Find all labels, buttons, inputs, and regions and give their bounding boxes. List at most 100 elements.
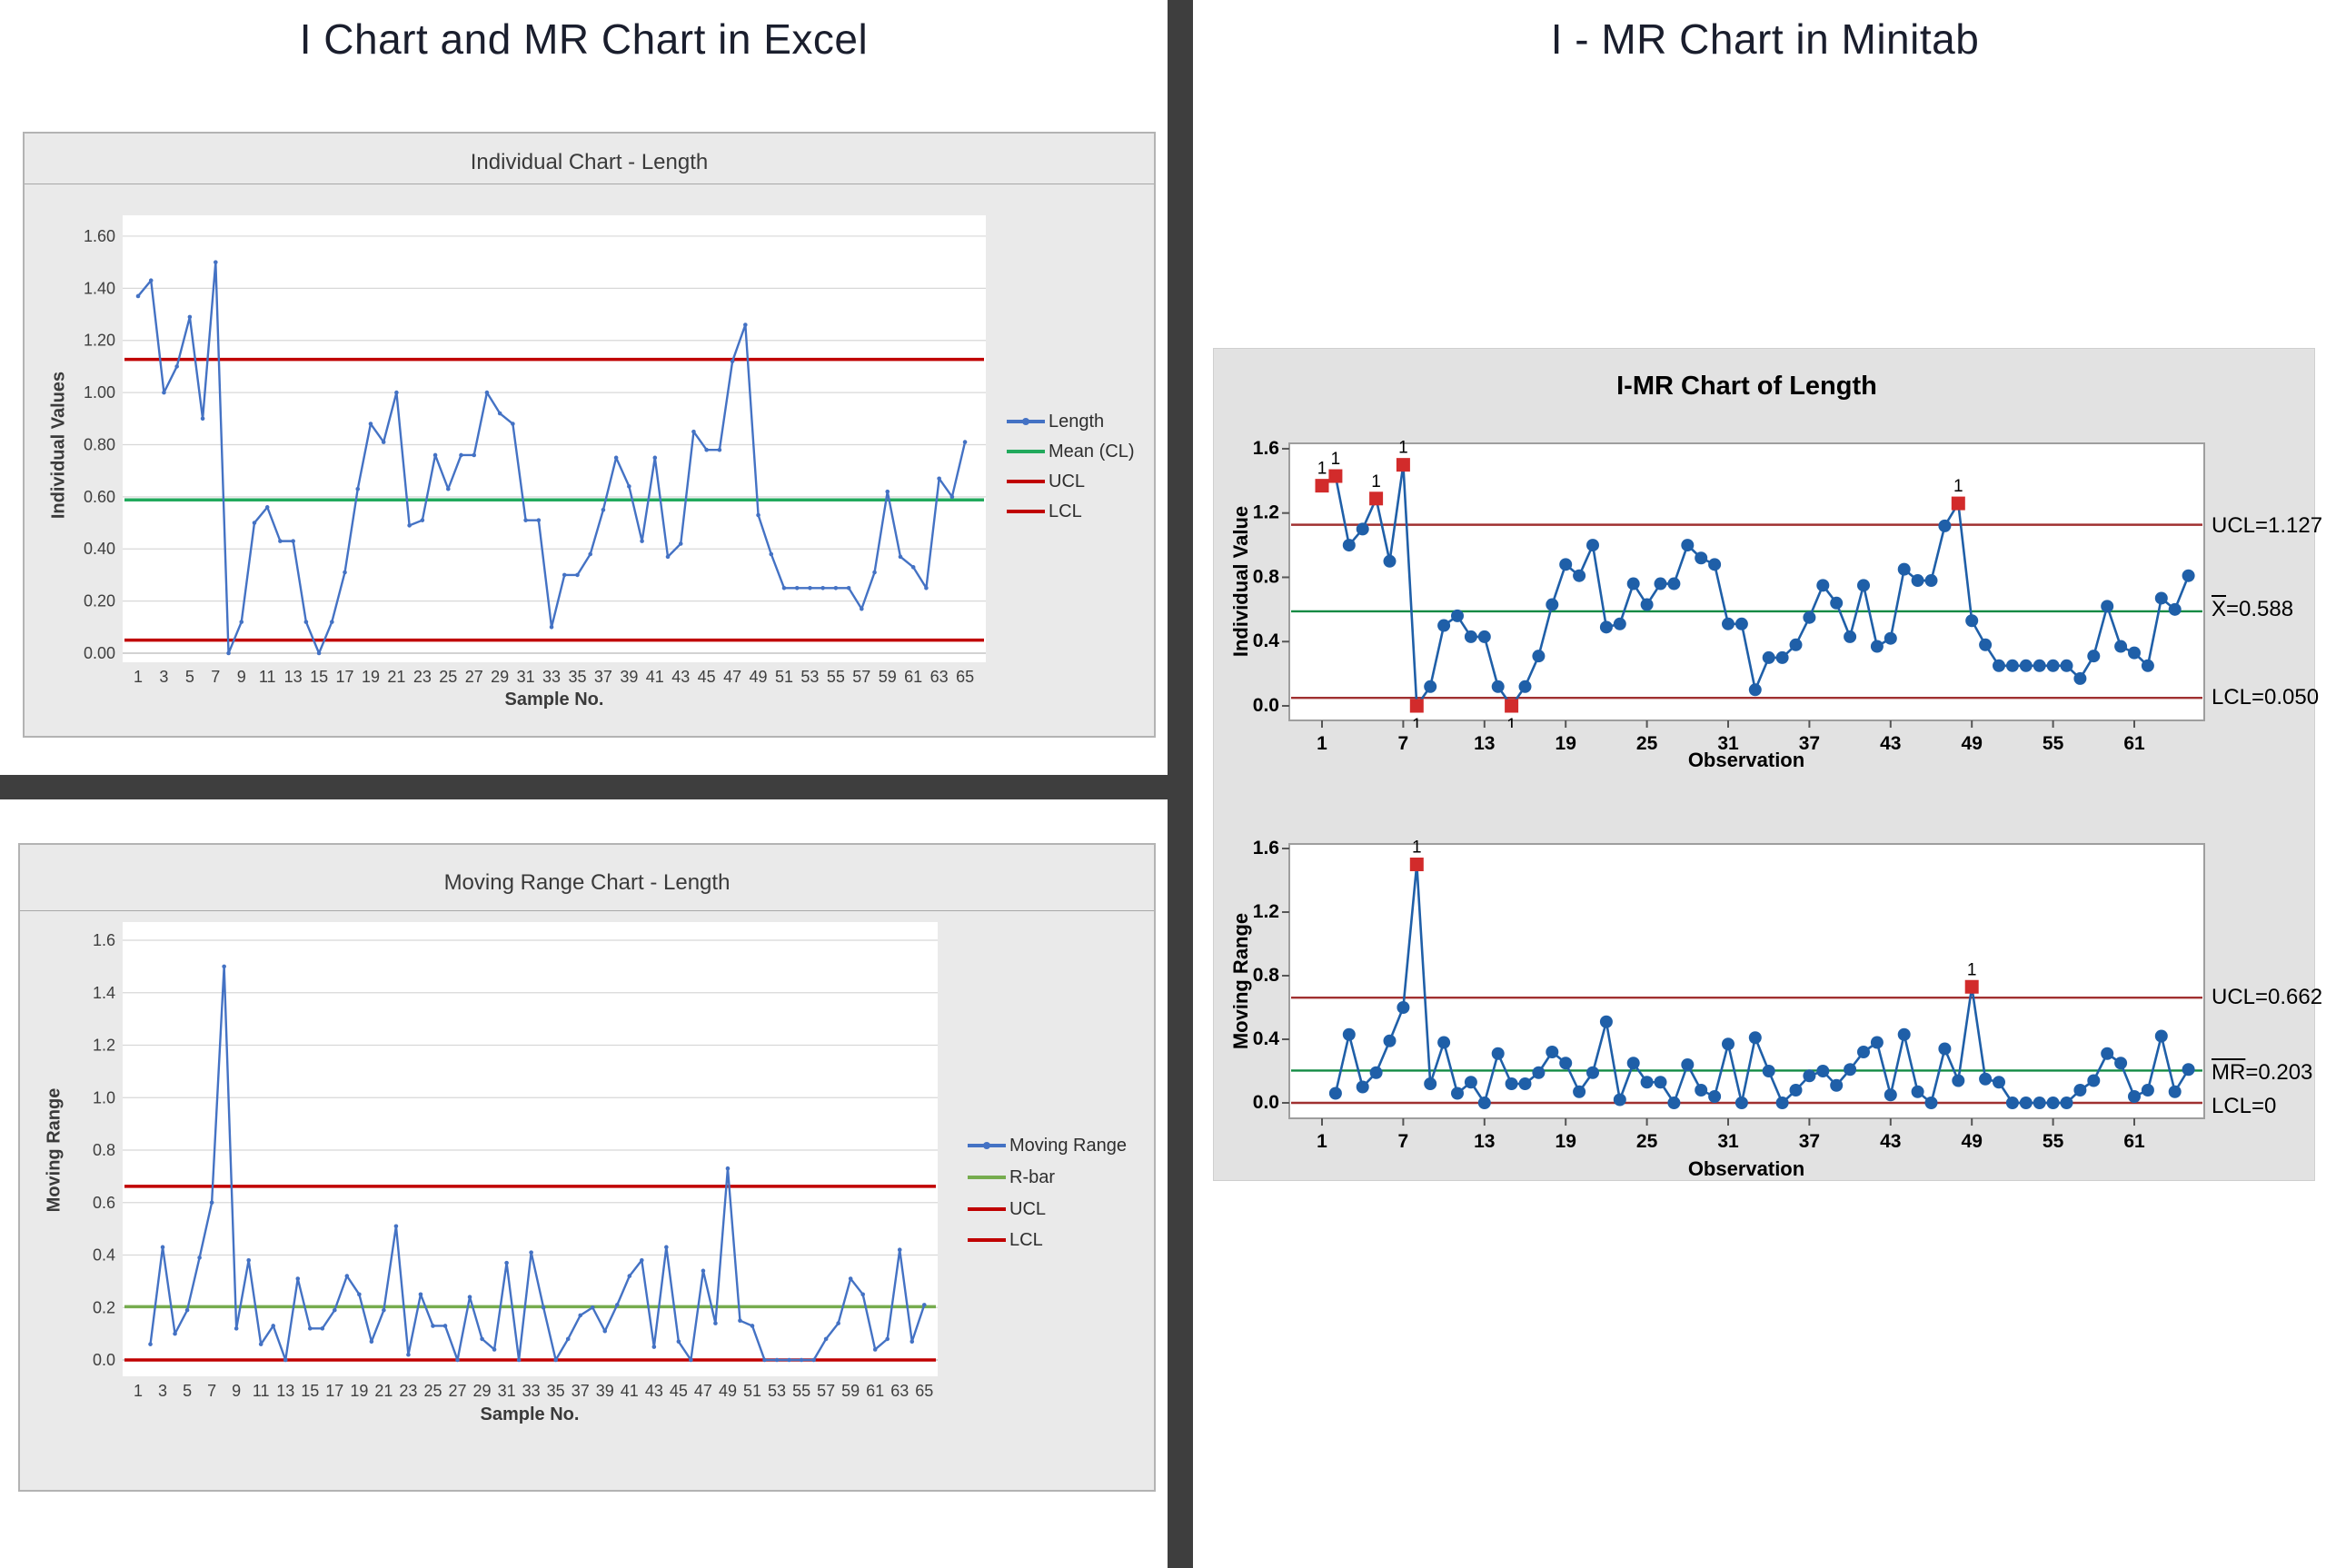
data-point-marker — [885, 489, 890, 494]
data-point-marker — [949, 494, 955, 500]
x-tick-label: 33 — [542, 668, 561, 686]
data-point-marker — [394, 390, 399, 395]
data-point-marker — [1816, 1065, 1830, 1077]
data-point-marker — [2033, 659, 2046, 672]
out-of-control-marker — [1409, 858, 1424, 871]
data-point-marker — [214, 260, 218, 264]
data-point-marker — [1762, 1065, 1775, 1077]
legend-line-swatch — [1007, 510, 1045, 513]
data-point-marker — [1573, 1085, 1586, 1098]
x-tick-label: 1 — [1317, 1131, 1327, 1152]
x-tick-label: 5 — [185, 668, 194, 686]
x-tick-label: 31 — [517, 668, 535, 686]
data-point-marker — [1599, 620, 1613, 634]
legend-marker-dot — [983, 1142, 990, 1149]
data-point-marker — [1518, 1077, 1532, 1090]
data-point-marker — [2005, 659, 2019, 672]
excel-individual-chart-plot: 1.601.401.201.000.800.600.400.200.001 3 5 7… — [84, 215, 986, 686]
data-point-marker — [1424, 680, 1437, 693]
series-line — [149, 965, 926, 1362]
x-tick-label: 25 — [423, 1382, 442, 1400]
data-point-marker — [2019, 1097, 2033, 1109]
data-point-marker — [1830, 596, 1844, 610]
x-tick-label: 7 — [211, 668, 220, 686]
x-tick-label: 27 — [465, 668, 483, 686]
data-point-marker — [209, 1200, 214, 1206]
x-tick-label: 59 — [879, 668, 897, 686]
data-point-marker — [1451, 609, 1464, 622]
data-point-marker — [665, 554, 671, 560]
y-tick-label: 0.80 — [84, 435, 115, 453]
data-point-marker — [174, 364, 179, 369]
data-point-marker — [885, 1336, 890, 1342]
flag-label: 1 — [1331, 450, 1341, 469]
data-point-marker — [1708, 558, 1722, 571]
data-point-marker — [239, 620, 244, 624]
excel-moving-range-title-separator — [20, 910, 1154, 911]
x-tick-label: 9 — [232, 1382, 241, 1400]
data-point-marker — [1708, 1090, 1722, 1103]
data-point-marker — [1356, 1080, 1369, 1094]
x-tick-label: 15 — [310, 668, 328, 686]
data-point-marker — [355, 486, 361, 491]
legend-line-swatch — [968, 1238, 1006, 1242]
data-point-marker — [516, 1357, 522, 1363]
x-tick-label: 19 — [350, 1382, 368, 1400]
data-point-marker — [1654, 577, 1667, 590]
data-point-marker — [2060, 1097, 2073, 1109]
data-point-marker — [1695, 551, 1708, 565]
data-point-marker — [1857, 1046, 1870, 1058]
data-point-marker — [1613, 1093, 1626, 1107]
x-tick-label: 53 — [800, 668, 819, 686]
x-tick-label: 39 — [620, 668, 638, 686]
out-of-control-marker — [1396, 458, 1410, 472]
legend-item-rbar: R-bar — [968, 1166, 1055, 1188]
y-tick-label: 0.0 — [93, 1351, 115, 1369]
data-point-marker — [1437, 619, 1451, 632]
minitab-individual-y-axis-title: Individual Value — [1229, 505, 1252, 658]
plot-background — [123, 922, 938, 1376]
legend-label: Moving Range — [1009, 1135, 1127, 1156]
data-point-marker — [1667, 577, 1681, 590]
data-point-marker — [1505, 1077, 1518, 1090]
data-point-marker — [1748, 1031, 1762, 1045]
x-tick-label: 45 — [698, 668, 716, 686]
y-tick-label: 1.2 — [93, 1037, 115, 1055]
data-point-marker — [472, 452, 477, 458]
data-point-marker — [713, 1321, 718, 1325]
legend-line-swatch — [968, 1207, 1006, 1211]
data-point-marker — [1640, 1076, 1654, 1089]
x-tick-label: 31 — [1717, 733, 1739, 754]
data-point-marker — [2101, 600, 2114, 613]
x-tick-label: 35 — [547, 1382, 565, 1400]
plot-background — [123, 215, 986, 662]
y-tick-label: 0.4 — [93, 1246, 115, 1265]
data-point-marker — [1965, 614, 1979, 628]
data-point-marker — [1464, 630, 1477, 643]
data-point-marker — [781, 585, 787, 590]
data-point-marker — [898, 554, 903, 560]
left-panel-title: I Chart and MR Chart in Excel — [299, 15, 869, 63]
legend-label: UCL — [1009, 1198, 1047, 1219]
data-point-marker — [1491, 680, 1505, 693]
x-tick-label: 25 — [1636, 1131, 1658, 1152]
x-tick-label: 35 — [568, 668, 586, 686]
data-point-marker — [627, 1274, 632, 1278]
x-tick-label: 63 — [890, 1382, 909, 1400]
x-tick-label: 37 — [1799, 733, 1820, 754]
data-point-marker — [1640, 598, 1654, 611]
data-point-marker — [1424, 1077, 1437, 1090]
x-tick-label: 29 — [473, 1382, 492, 1400]
y-tick-label: 1.6 — [1253, 438, 1279, 459]
y-tick-label: 1.2 — [1253, 502, 1279, 523]
data-point-marker — [1938, 1042, 1952, 1056]
legend-item-lcl: LCL — [1007, 501, 1082, 522]
y-tick-label: 1.2 — [1253, 901, 1279, 922]
data-point-marker — [1342, 539, 1356, 552]
y-tick-label: 0.8 — [1253, 965, 1280, 986]
data-point-marker — [704, 447, 709, 452]
x-tick-label: 41 — [621, 1382, 639, 1400]
data-point-marker — [565, 1336, 571, 1342]
minitab-moving-range-chart-plot: 1.6 1.2 0.8 0.4 0.0 1 7 13 19 25 31 37 43 49 55 61 1 1 — [1253, 838, 2205, 1152]
